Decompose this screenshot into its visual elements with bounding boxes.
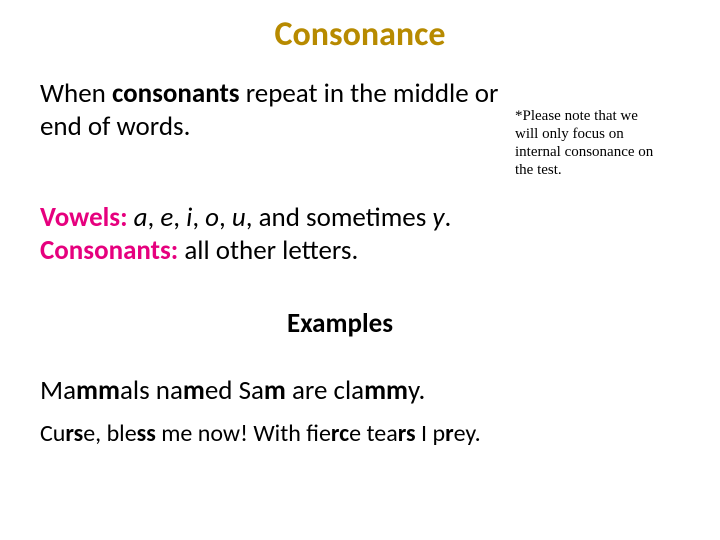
vowels-sep-4: ,: [219, 201, 232, 234]
ex1-p2: als na: [120, 374, 183, 407]
vowels-consonants-block: Vowels: a, e, i, o, u, and sometimes y. …: [40, 201, 680, 267]
definition-row: When consonants repeat in the middle or …: [40, 77, 680, 179]
ex2-b5: r: [445, 419, 454, 448]
ex1-p3: ed Sa: [205, 374, 264, 407]
ex1-p5: y.: [408, 374, 425, 407]
test-note: *Please note that we will only focus on …: [515, 107, 680, 179]
definition-text: When consonants repeat in the middle or …: [40, 77, 515, 143]
consonants-line: Consonants: all other letters.: [40, 234, 680, 267]
ex2-b3: rc: [331, 419, 349, 448]
vowel-o: o: [205, 201, 219, 234]
vowel-a: a: [134, 201, 148, 234]
note-line-2: will only focus on: [515, 126, 624, 142]
definition-bold: consonants: [112, 77, 240, 110]
ex1-p1: Ma: [40, 374, 76, 407]
vowel-e: e: [160, 201, 173, 234]
examples-heading: Examples: [0, 307, 680, 340]
ex1-b3: m: [264, 374, 286, 407]
ex2-p3: me now! With fie: [156, 419, 331, 448]
vowels-sep-2: ,: [173, 201, 186, 234]
ex2-p2: e, ble: [83, 419, 136, 448]
note-line-4: the test.: [515, 162, 562, 178]
vowels-mid: , and sometimes: [246, 201, 433, 234]
vowel-y: y: [432, 201, 444, 234]
ex1-p4: are cla: [286, 374, 364, 407]
ex2-b4: rs: [398, 419, 416, 448]
example-1: Mammals named Sam are clammy.: [40, 374, 680, 407]
definition-pre: When: [40, 77, 112, 110]
vowels-sep-3: ,: [192, 201, 205, 234]
ex2-b2: ss: [137, 419, 156, 448]
consonants-rest: all other letters.: [178, 234, 358, 267]
ex1-b1: mm: [76, 374, 120, 407]
vowels-end: .: [444, 201, 451, 234]
ex2-b1: rs: [65, 419, 83, 448]
vowels-sep-1: ,: [148, 201, 161, 234]
vowels-label: Vowels:: [40, 201, 128, 234]
ex2-p5: I p: [416, 419, 446, 448]
vowel-u: u: [232, 201, 246, 234]
ex1-b4: mm: [364, 374, 408, 407]
ex2-p6: ey.: [454, 419, 481, 448]
note-line-1: *Please note that we: [515, 108, 638, 124]
ex2-p4: e tea: [349, 419, 398, 448]
note-line-3: internal consonance on: [515, 144, 653, 160]
vowels-line: Vowels: a, e, i, o, u, and sometimes y.: [40, 201, 680, 234]
ex2-p1: Cu: [40, 419, 65, 448]
example-2: Curse, bless me now! With fierce tears I…: [40, 419, 680, 448]
page-title: Consonance: [40, 14, 680, 55]
consonants-label: Consonants:: [40, 234, 178, 267]
ex1-b2: m: [183, 374, 205, 407]
